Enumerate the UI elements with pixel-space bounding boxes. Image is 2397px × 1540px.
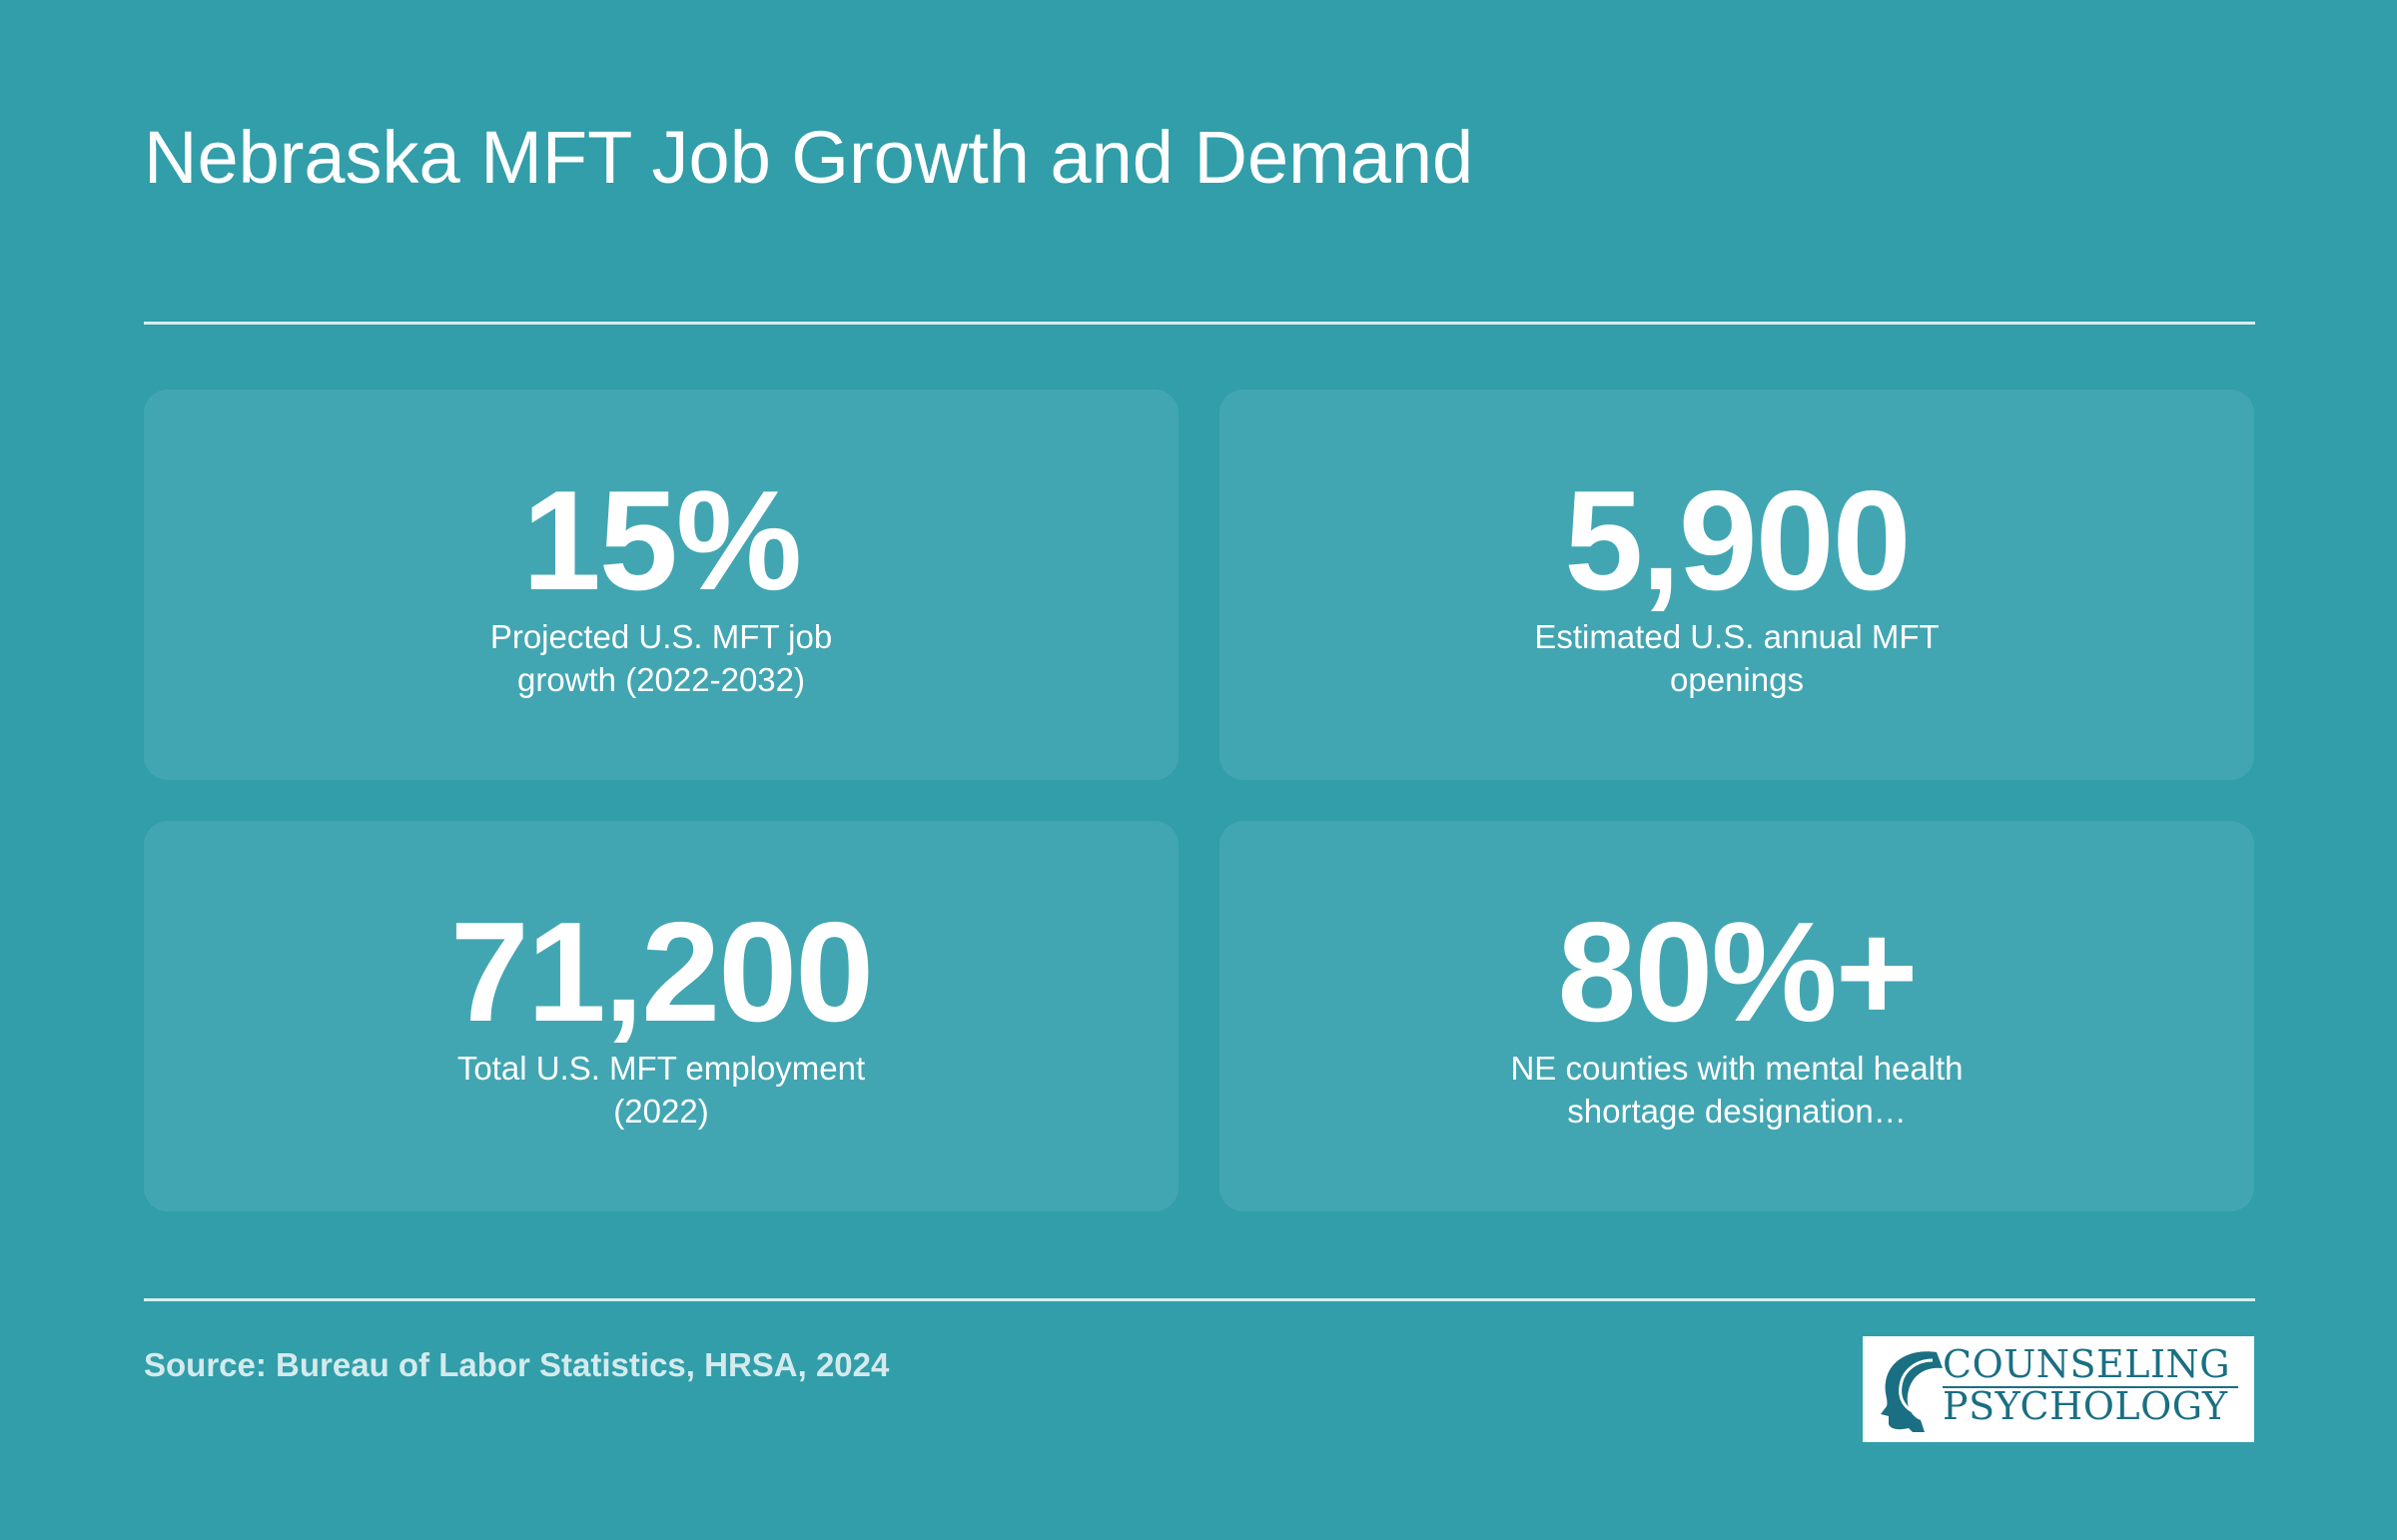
stat-card-annual-openings: 5,900 Estimated U.S. annual MFT openings [1219, 389, 2254, 780]
stat-label: Projected U.S. MFT job growth (2022-2032… [489, 618, 833, 698]
stat-card-total-employment: 71,200 Total U.S. MFT employment (2022) [144, 821, 1179, 1211]
head-profile-icon [1881, 1351, 1943, 1432]
stat-value: 80%+ [1557, 893, 1918, 1052]
top-divider [144, 322, 2255, 325]
bottom-divider [144, 1298, 2255, 1301]
stat-card-shortage-counties: 80%+ NE counties with mental health shor… [1219, 821, 2254, 1211]
stat-card-job-growth: 15% Projected U.S. MFT job growth (2022-… [144, 389, 1179, 780]
counseling-psychology-logo: COUNSELING PSYCHOLOGY [1863, 1336, 2254, 1442]
stat-label: Estimated U.S. annual MFT openings [1534, 618, 1940, 698]
stat-value: 71,200 [449, 893, 874, 1052]
source-note: Source: Bureau of Labor Statistics, HRSA… [144, 1346, 890, 1383]
stat-label: Total U.S. MFT employment (2022) [456, 1050, 866, 1130]
logo-line-2: PSYCHOLOGY [1943, 1384, 2228, 1428]
stat-value: 15% [521, 461, 802, 620]
stat-value: 5,900 [1564, 461, 1911, 620]
page-title: Nebraska MFT Job Growth and Demand [144, 116, 1474, 199]
logo-divider [1943, 1386, 2238, 1388]
stat-label: NE counties with mental health shortage … [1510, 1050, 1964, 1130]
logo-line-1: COUNSELING [1943, 1342, 2231, 1386]
